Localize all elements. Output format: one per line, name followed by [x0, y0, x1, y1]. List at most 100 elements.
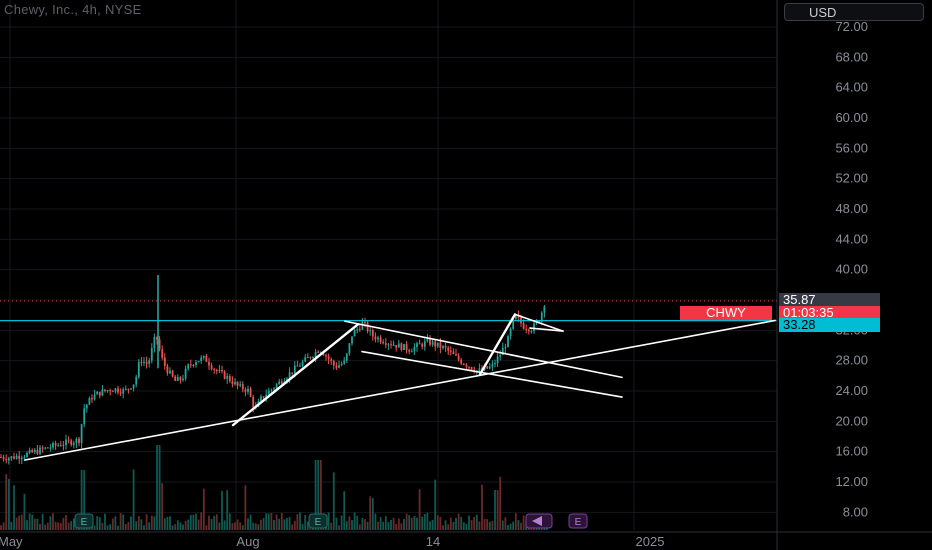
candle-body: [114, 388, 117, 392]
volume-bar: [291, 524, 294, 530]
candle-body: [179, 377, 182, 381]
volume-bar: [93, 525, 96, 530]
candle-body: [335, 365, 338, 368]
volume-bar: [408, 515, 411, 530]
volume-bar: [163, 518, 166, 530]
candle-body: [85, 404, 88, 409]
candle-body: [366, 322, 369, 332]
time-tick-label: May: [0, 534, 23, 549]
candle-body: [413, 347, 416, 352]
volume-bar: [247, 518, 249, 530]
candle-body: [296, 365, 299, 367]
candle-body: [377, 337, 379, 340]
volume-bar: [44, 524, 47, 530]
candle-body: [494, 363, 496, 365]
volume-bar: [67, 522, 70, 530]
candle-body: [104, 389, 106, 391]
volume-bar: [166, 516, 169, 530]
candle-body: [62, 445, 65, 447]
candle-body: [244, 389, 247, 392]
volume-bar: [439, 517, 442, 530]
candle-body: [439, 342, 442, 348]
candle-body: [59, 445, 62, 447]
volume-bar: [379, 517, 382, 530]
candle-body: [83, 408, 86, 425]
volume-bar: [481, 484, 483, 530]
time-axis[interactable]: May Aug 14 2025: [0, 534, 664, 549]
candle-body: [509, 328, 512, 337]
volume-bar: [132, 469, 135, 530]
volume-bar: [345, 521, 348, 530]
volume-bar: [273, 519, 275, 530]
candle-body: [234, 381, 236, 385]
volume-bar: [54, 521, 57, 530]
volume-bar: [507, 525, 509, 530]
volume-bar: [491, 520, 494, 530]
candle-body: [319, 351, 322, 353]
candle-body: [426, 338, 429, 342]
candle-body: [390, 344, 392, 346]
volume-bar: [65, 515, 67, 530]
volume-bar: [189, 514, 192, 530]
candle-body: [457, 355, 460, 360]
volume-bar: [234, 522, 236, 530]
volume-bar: [223, 520, 226, 530]
drawing-lines[interactable]: [0, 300, 777, 461]
volume-bar: [421, 516, 424, 530]
candle-body: [527, 329, 530, 332]
candle-body: [330, 359, 333, 361]
volume-bar: [447, 524, 450, 530]
volume-bar: [23, 493, 26, 530]
volume-bar: [327, 512, 330, 530]
volume-bar: [101, 523, 104, 530]
volume-bar: [187, 519, 190, 530]
volume-bar: [403, 518, 405, 530]
volume-bar: [257, 524, 260, 530]
volume-bar: [249, 514, 252, 530]
candle-body: [486, 366, 489, 369]
volume-bar: [122, 514, 125, 530]
volume-bar: [330, 522, 333, 530]
candle-body: [418, 343, 421, 345]
volume-bar: [512, 521, 515, 530]
volume-bar: [270, 513, 273, 530]
volume-bar: [377, 521, 379, 530]
candle-body: [280, 381, 283, 384]
candle-body: [127, 388, 130, 390]
volume-bar: [158, 445, 161, 530]
candle-body: [252, 396, 255, 408]
volume-bar: [231, 523, 234, 530]
candle-body: [228, 376, 231, 382]
volume-bar: [371, 497, 374, 530]
candle-body: [361, 322, 364, 330]
volume-bar: [140, 519, 143, 530]
volume-bar: [395, 523, 398, 530]
currency-button[interactable]: USD: [784, 3, 924, 21]
volume-bar: [494, 490, 496, 530]
candle-body: [512, 319, 515, 329]
candle-body: [421, 344, 424, 347]
volume-bar: [210, 519, 213, 530]
candle-body: [78, 438, 80, 444]
volume-bar: [137, 515, 140, 530]
volume-bar: [236, 519, 239, 530]
candle-body: [288, 372, 291, 379]
earnings-marker-label: E: [315, 517, 322, 528]
candle-body: [351, 336, 353, 344]
candle-body: [267, 390, 270, 395]
volume-bar: [135, 521, 138, 530]
candle-body: [317, 351, 320, 353]
candle-body: [304, 357, 307, 362]
candle-body: [143, 361, 145, 363]
volume-bar: [317, 460, 320, 530]
volume-bar: [410, 517, 413, 530]
candle-body: [345, 353, 348, 361]
volume-bar: [200, 512, 203, 530]
volume-bar: [104, 513, 106, 530]
candle-body: [91, 398, 93, 400]
volume-bar: [387, 522, 390, 530]
volume-bar: [145, 514, 148, 530]
volume-bar: [10, 521, 13, 530]
